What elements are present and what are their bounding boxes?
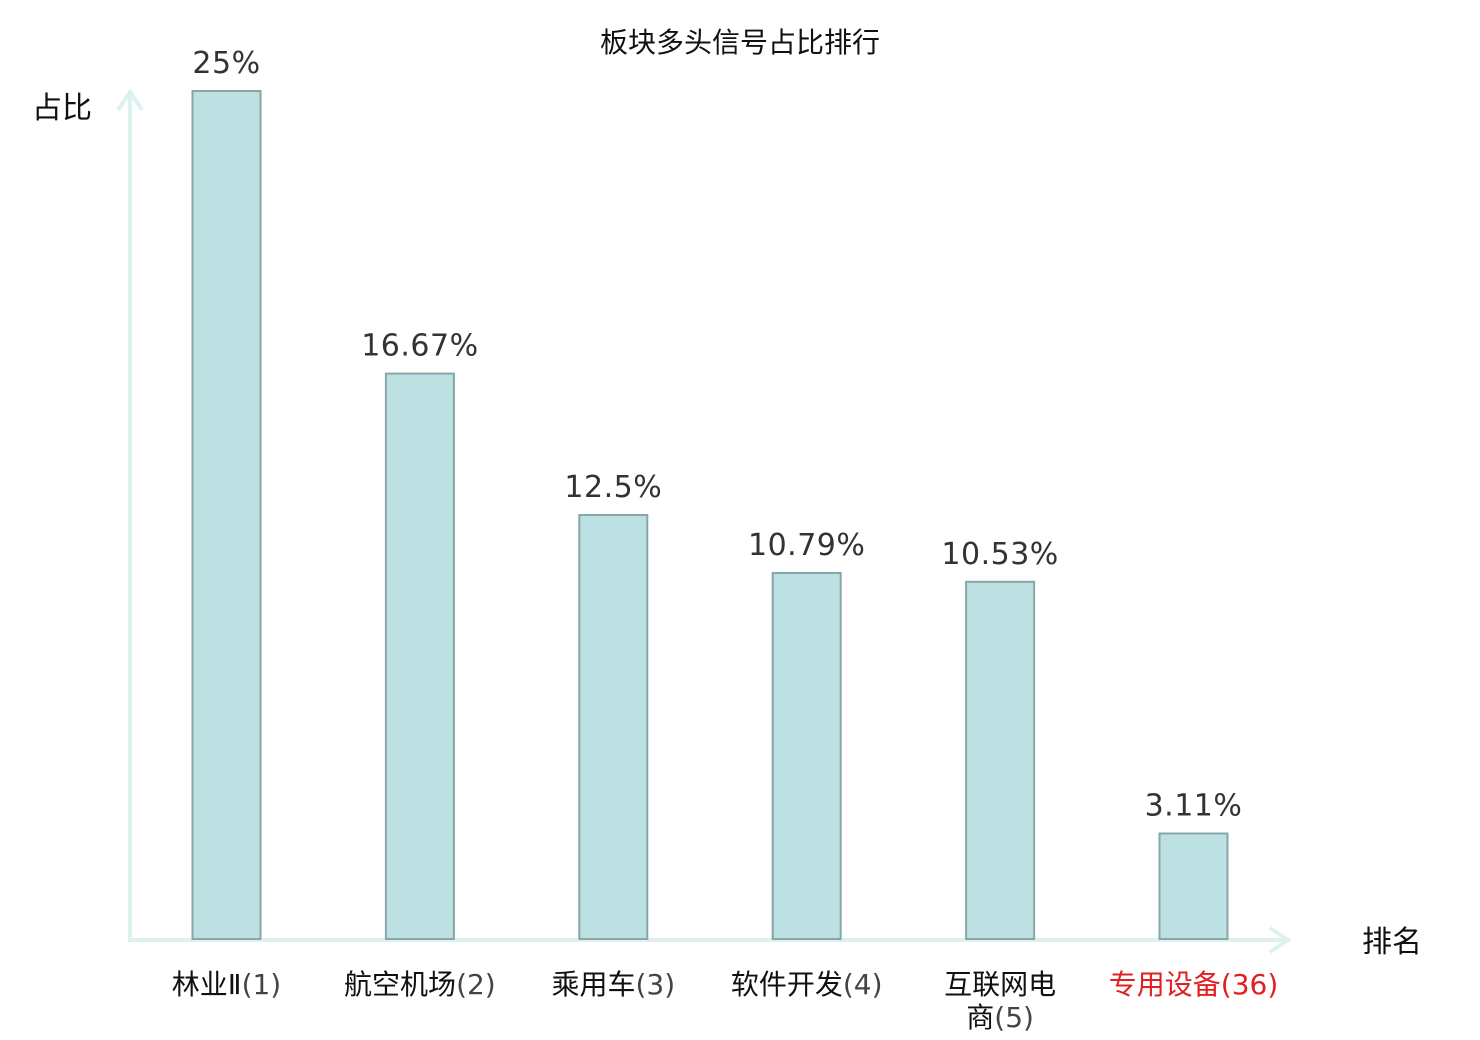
x-tick-name: 互联网电 (944, 968, 1056, 1001)
x-axis-arrow-icon (1268, 926, 1292, 954)
x-tick-rank: (1) (242, 968, 282, 1001)
bar (191, 90, 262, 940)
x-tick-label: 乘用车(3) (551, 968, 675, 1001)
bar (578, 514, 649, 940)
chart-title: 板块多头信号占比排行 (600, 26, 880, 59)
y-axis: 占比 (32, 88, 144, 940)
x-axis: 排名 (128, 925, 1422, 960)
y-axis-arrow-icon (116, 88, 144, 112)
x-axis-label: 排名 (1362, 925, 1422, 960)
x-tick-rank: (5) (994, 1001, 1034, 1034)
value-labels: 25% 16.67% 12.5% 10.79% 10.53% 3.11% (192, 46, 1242, 824)
x-tick-label: 专用设备(36) (1109, 968, 1279, 1001)
x-tick-rank: (2) (456, 968, 496, 1001)
bar (384, 372, 455, 941)
x-tick-label: 林业Ⅱ(1) (172, 968, 281, 1001)
y-axis-label: 占比 (32, 91, 92, 126)
x-tick-rank: (4) (843, 968, 883, 1001)
x-tick-label: 航空机场(2) (344, 968, 496, 1001)
data-label: 25% (192, 46, 260, 81)
data-label: 16.67% (361, 329, 478, 364)
bar (771, 572, 842, 940)
x-tick-name: 商 (966, 1001, 994, 1034)
x-tick-name: 乘用车 (551, 968, 635, 1001)
x-tick-name: 专用设备 (1109, 968, 1221, 1001)
data-label: 3.11% (1145, 789, 1243, 824)
x-tick-rank: (36) (1221, 968, 1278, 1001)
bar-series (191, 90, 1229, 941)
x-tick-rank: (3) (635, 968, 675, 1001)
data-label: 12.5% (564, 470, 662, 505)
x-tick-name: 航空机场 (344, 968, 456, 1001)
x-tick-name: 软件开发 (731, 968, 843, 1001)
x-tick-label: 互联网电商(5) (944, 968, 1056, 1034)
data-label: 10.79% (748, 528, 865, 563)
x-tick-label: 软件开发(4) (731, 968, 883, 1001)
data-label: 10.53% (941, 537, 1058, 572)
x-tick-name: 林业Ⅱ (172, 968, 242, 1001)
bar (965, 580, 1036, 940)
category-labels: 林业Ⅱ(1) 航空机场(2) 乘用车(3) 软件开发(4) 互联网电商(5)专用设备(3… (172, 968, 1278, 1034)
bar (1158, 832, 1229, 940)
